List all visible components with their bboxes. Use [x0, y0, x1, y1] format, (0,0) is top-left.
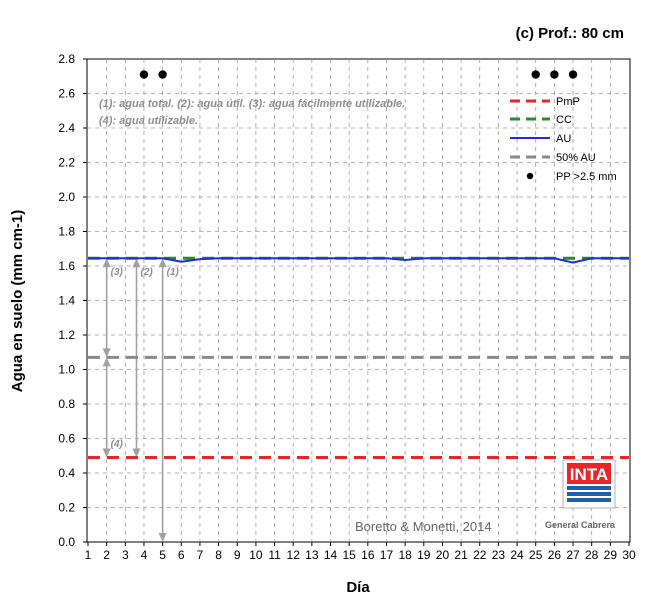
y-tick-label: 2.6: [58, 87, 75, 101]
y-tick-label: 2.0: [58, 190, 75, 204]
x-tick-label: 17: [380, 548, 394, 562]
legend-label: 50% AU: [556, 152, 596, 164]
legend-label: PP >2.5 mm: [556, 171, 617, 183]
x-tick-label: 13: [305, 548, 319, 562]
x-tick-label: 29: [604, 548, 618, 562]
x-tick-label: 5: [159, 548, 166, 562]
y-tick-label: 2.4: [58, 121, 75, 135]
y-tick-label: 0.6: [58, 432, 75, 446]
x-tick-label: 18: [398, 548, 412, 562]
arrow-layer: (3) (4) (2) (1): [102, 258, 180, 542]
x-tick-label: 25: [529, 548, 543, 562]
x-tick-label: 3: [122, 548, 129, 562]
series-pp-marker: [568, 70, 578, 79]
annotation-note-line2: (4): agua utilizable.: [99, 115, 198, 127]
x-tick-label: 6: [178, 548, 185, 562]
series-pp-marker: [531, 70, 540, 79]
annotation-arrow-label: (3): [111, 267, 124, 278]
x-tick-label: 12: [287, 548, 301, 562]
y-tick-label: 1.0: [58, 363, 75, 377]
x-tick-label: 27: [566, 548, 580, 562]
inta-logo-subtext: General Cabrera: [545, 520, 616, 530]
y-tick-label: 1.8: [58, 225, 75, 239]
y-axis-title: Agua en suelo (mm cm-1): [9, 210, 26, 393]
x-tick-label: 23: [492, 548, 506, 562]
credit-text: Boretto & Monetti, 2014: [355, 519, 492, 534]
series-pp-marker: [158, 70, 167, 79]
x-tick-label: 19: [417, 548, 431, 562]
y-tick-label: 1.6: [58, 259, 75, 273]
annotation-arrow-label: (1): [167, 267, 180, 278]
legend-label: PmP: [556, 96, 580, 108]
x-tick-label: 22: [473, 548, 487, 562]
series-pp-marker: [139, 70, 149, 79]
legend-label: CC: [556, 114, 572, 126]
annotation-arrow-head-up: [132, 258, 141, 268]
y-tick-label: 0.0: [58, 535, 75, 549]
annotation-arrow-label: (4): [111, 439, 124, 450]
series-pp-marker: [550, 70, 559, 79]
inta-logo: INTA General Cabrera: [545, 459, 616, 530]
x-tick-label: 16: [361, 548, 375, 562]
x-tick-label: 24: [510, 548, 524, 562]
y-tick-label: 0.2: [58, 501, 75, 515]
chart-title: (c) Prof.: 80 cm: [516, 25, 624, 42]
grid-layer: [87, 59, 630, 542]
x-tick-label: 15: [342, 548, 356, 562]
x-tick-label: 4: [141, 548, 148, 562]
x-tick-label: 8: [215, 548, 222, 562]
x-tick-label: 21: [454, 548, 468, 562]
x-tick-label: 30: [622, 548, 636, 562]
legend-layer: PmP CC AU 50% AU PP >2.5 mm: [510, 96, 617, 183]
x-tick-label: 7: [197, 548, 204, 562]
x-tick-label: 20: [436, 548, 450, 562]
x-tick-label: 2: [103, 548, 110, 562]
annotation-arrow-head-down: [132, 448, 141, 458]
series-layer: [88, 70, 629, 459]
x-tick-label: 26: [548, 548, 562, 562]
x-tick-label: 28: [585, 548, 599, 562]
y-tick-label: 2.8: [58, 52, 75, 66]
series-line-au: [88, 257, 629, 264]
inta-logo-text: INTA: [570, 465, 608, 484]
x-tick-label: 1: [85, 548, 92, 562]
annotation-arrow-head-up: [102, 357, 111, 367]
y-tick-label: 0.8: [58, 397, 75, 411]
annotation-arrow-head-down: [102, 448, 111, 458]
x-tick-label: 14: [324, 548, 338, 562]
y-tick-label: 2.2: [58, 156, 75, 170]
legend-marker: [526, 172, 534, 180]
legend-label: AU: [556, 133, 571, 145]
annotation-arrow-label: (2): [141, 267, 154, 278]
y-tick-label: 1.4: [58, 294, 75, 308]
x-tick-label: 9: [234, 548, 241, 562]
x-axis-title: Día: [346, 579, 370, 596]
x-tick-label: 10: [249, 548, 263, 562]
annotation-note-line1: (1): agua total. (2): agua útil. (3): ag…: [99, 98, 405, 110]
y-tick-label: 1.2: [58, 328, 75, 342]
annotation-arrow-head-up: [158, 258, 167, 268]
x-tick-label: 11: [268, 548, 281, 562]
annotation-arrow-head-down: [102, 348, 111, 358]
annotation-arrow-head-up: [102, 258, 111, 268]
annotation-arrow-head-down: [158, 533, 167, 542]
y-tick-label: 0.4: [58, 466, 75, 480]
tick-layer: 1 2 3 4 5 6 7 8 9 10 11 12 13 14 15 16 17 18 19 20 21 22 23 24 2…: [58, 52, 636, 562]
